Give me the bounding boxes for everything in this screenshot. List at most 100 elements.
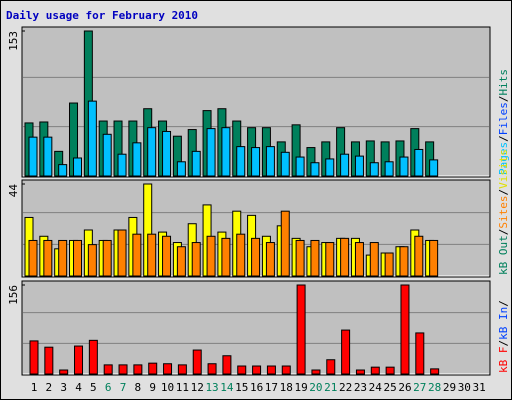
x-tick-label: 15 [235, 381, 248, 394]
x-tick-label: 12 [191, 381, 204, 394]
bar [147, 127, 157, 177]
bar [295, 239, 305, 277]
legend: Pages/Files/Hits [497, 69, 510, 175]
bar [206, 128, 216, 177]
bar [295, 156, 305, 177]
bar [325, 242, 335, 277]
bar [132, 233, 142, 277]
bar [221, 237, 231, 277]
bar [340, 237, 350, 277]
x-tick-label: 19 [294, 381, 307, 394]
bar [29, 340, 39, 375]
x-tick-label: 13 [205, 381, 218, 394]
legend-entry: Files [497, 102, 510, 135]
bar [281, 365, 291, 375]
bar [399, 246, 409, 277]
bar [280, 151, 290, 177]
bar [252, 365, 262, 375]
legend-entry: kB In [497, 307, 510, 340]
x-tick-label: 1 [31, 381, 38, 394]
bar [207, 363, 217, 375]
bar [87, 244, 97, 277]
bar [251, 147, 261, 177]
bar [73, 157, 83, 177]
bar [236, 233, 246, 277]
bar [163, 363, 173, 375]
legend-entry: kB F [497, 347, 510, 374]
bar [59, 369, 69, 375]
x-tick-label: 2 [46, 381, 53, 394]
bar [251, 237, 261, 277]
x-tick-label: 29 [443, 381, 456, 394]
bar [221, 127, 231, 177]
bar [102, 133, 112, 177]
bar [88, 339, 98, 375]
bar [44, 346, 54, 375]
y-tick-label: 156 [7, 285, 20, 305]
bar [117, 229, 127, 277]
bar [177, 364, 187, 375]
legend-entry: kB Out [497, 235, 510, 275]
x-tick-label: 16 [250, 381, 263, 394]
legend-entry: / [497, 189, 510, 196]
bar [369, 162, 379, 177]
x-tick-label: 30 [458, 381, 471, 394]
legend-entry: Pages [497, 142, 510, 175]
bar [192, 349, 202, 375]
bar [415, 332, 425, 375]
bar [354, 242, 364, 277]
x-tick-label: 11 [176, 381, 189, 394]
bar [355, 369, 365, 375]
legend-entry: / [497, 340, 510, 347]
bar [191, 242, 201, 277]
bar [310, 239, 320, 277]
bar [429, 239, 439, 277]
x-tick-label: 9 [149, 381, 156, 394]
y-tick-label: 44 [7, 184, 20, 198]
bar [222, 355, 232, 375]
bar [266, 365, 276, 375]
x-tick-label: 31 [473, 381, 486, 394]
bar [117, 153, 127, 177]
legend: kB F/kB In/ [497, 300, 510, 373]
panel [21, 280, 491, 376]
x-tick-label: 23 [354, 381, 367, 394]
bar [429, 159, 439, 177]
bar [399, 156, 409, 177]
legend-entry: / [497, 300, 510, 307]
bar [133, 364, 143, 375]
bar [206, 235, 216, 277]
legend: kB Out/Sites/Visits [497, 149, 510, 275]
x-tick-label: 22 [339, 381, 352, 394]
bar [58, 239, 68, 277]
bar [28, 239, 38, 277]
x-tick-label: 21 [324, 381, 337, 394]
bar [414, 148, 424, 177]
x-tick-label: 6 [105, 381, 112, 394]
bar [384, 252, 394, 277]
x-tick-label: 24 [369, 381, 383, 394]
bar [400, 284, 410, 375]
bar [118, 364, 128, 375]
legend-entry: Hits [497, 69, 510, 96]
bar [325, 158, 335, 177]
bar [384, 161, 394, 177]
bar [162, 235, 172, 277]
bar [430, 368, 440, 375]
legend-entry: / [497, 96, 510, 103]
bar [265, 242, 275, 277]
legend-entry: Visits [497, 149, 510, 189]
bar [103, 364, 113, 375]
bar [326, 359, 336, 375]
bar [369, 242, 379, 277]
bar [102, 239, 112, 277]
x-tick-label: 18 [280, 381, 293, 394]
x-tick-label: 20 [309, 381, 322, 394]
bar [43, 239, 53, 277]
x-tick-label: 10 [161, 381, 174, 394]
bar [73, 239, 83, 277]
bar [43, 136, 53, 177]
x-tick-label: 5 [90, 381, 97, 394]
